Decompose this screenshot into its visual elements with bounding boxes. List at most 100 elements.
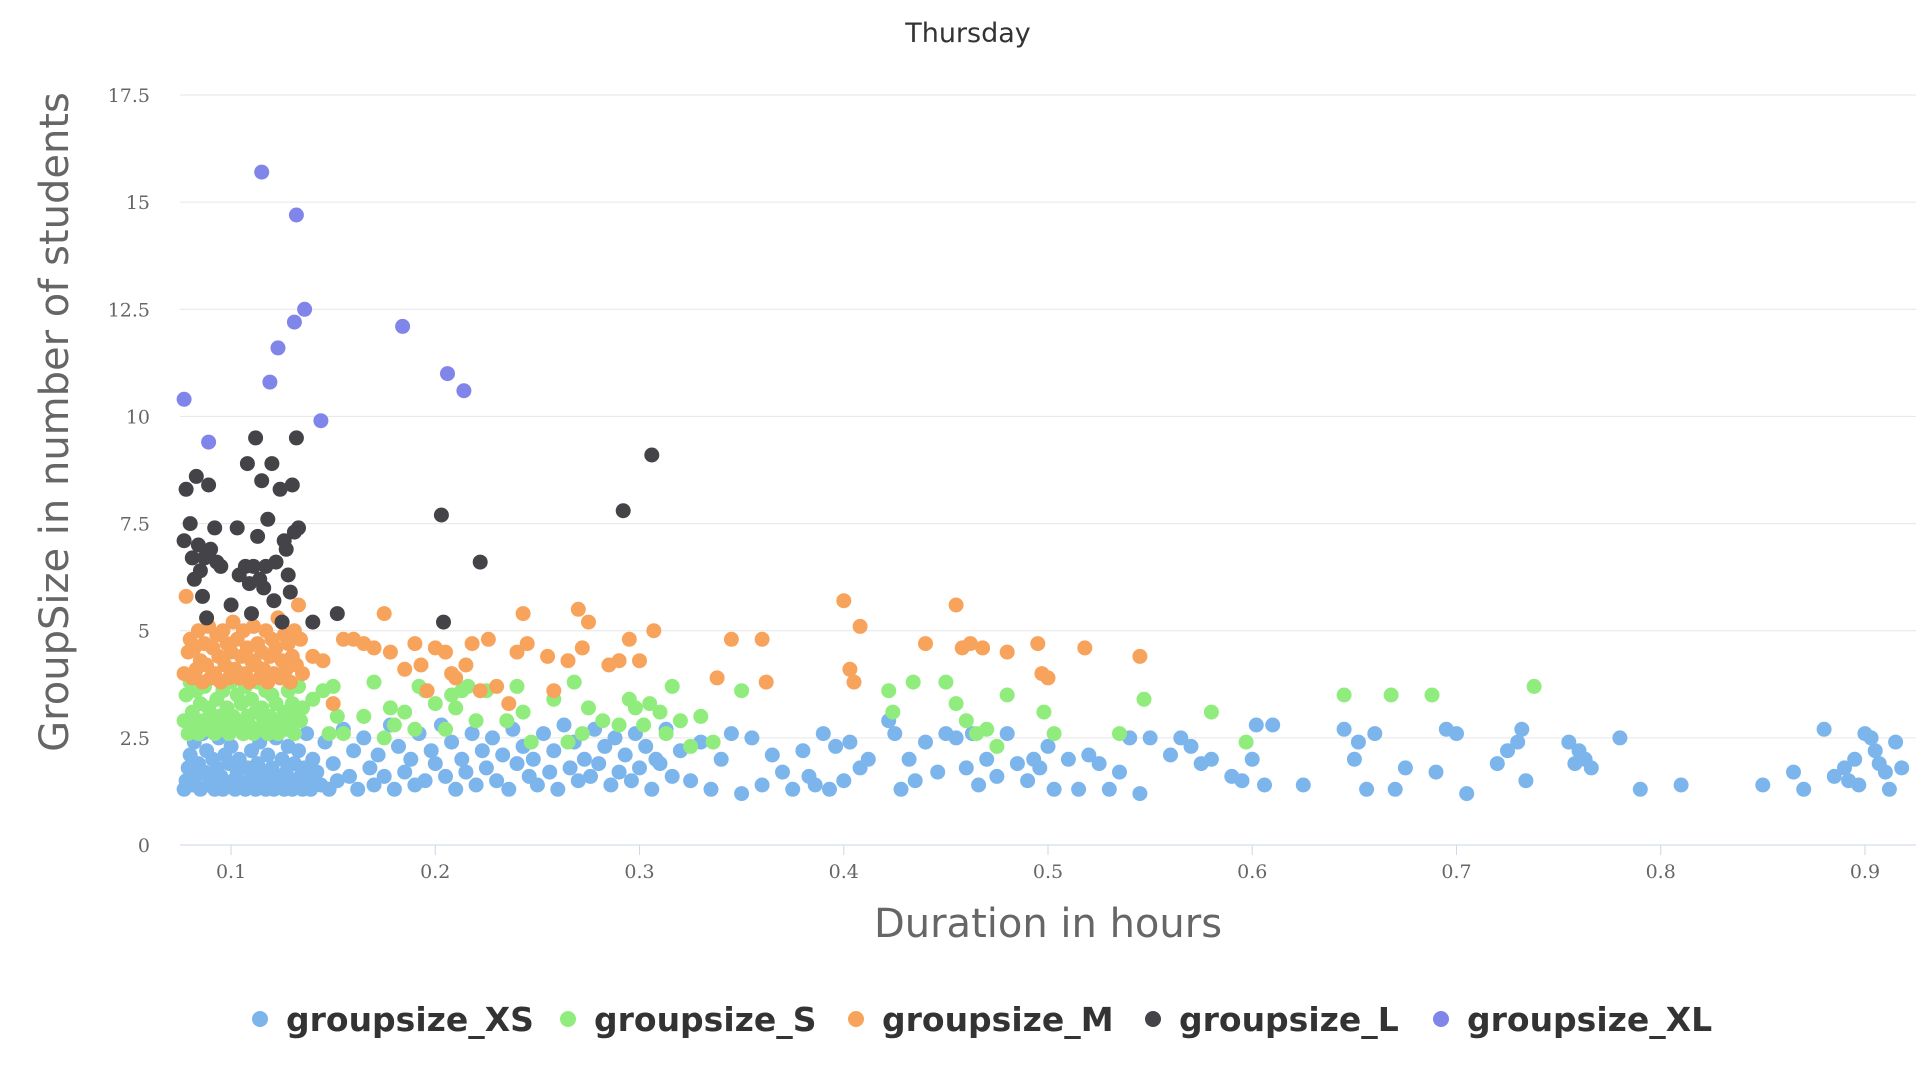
data-point[interactable] [709, 670, 725, 686]
data-point[interactable] [295, 666, 310, 682]
data-point[interactable] [1132, 648, 1148, 664]
data-point[interactable] [646, 623, 662, 639]
data-point[interactable] [529, 777, 545, 793]
data-point[interactable] [556, 717, 572, 733]
data-point[interactable] [1786, 764, 1801, 780]
data-point[interactable] [299, 726, 315, 742]
data-point[interactable] [1526, 678, 1542, 694]
data-point[interactable] [744, 730, 760, 746]
data-point[interactable] [881, 683, 897, 699]
data-point[interactable] [501, 781, 517, 797]
data-point[interactable] [611, 717, 627, 733]
data-point[interactable] [268, 640, 284, 656]
data-point[interactable] [1518, 773, 1534, 789]
data-point[interactable] [1500, 743, 1515, 759]
data-point[interactable] [652, 756, 668, 772]
data-point[interactable] [1040, 670, 1056, 686]
data-point[interactable] [734, 683, 750, 699]
data-point[interactable] [938, 674, 954, 690]
data-point[interactable] [627, 700, 643, 716]
data-point[interactable] [1359, 781, 1375, 797]
data-point[interactable] [176, 391, 192, 407]
data-point[interactable] [309, 764, 325, 780]
data-point[interactable] [286, 726, 302, 742]
data-point[interactable] [1248, 717, 1264, 733]
data-point[interactable] [546, 683, 562, 699]
data-point[interactable] [293, 631, 308, 647]
data-point[interactable] [362, 760, 378, 776]
data-point[interactable] [370, 747, 386, 763]
data-point[interactable] [325, 696, 341, 712]
data-point[interactable] [546, 743, 562, 759]
data-point[interactable] [458, 657, 474, 673]
data-point[interactable] [1173, 730, 1189, 746]
data-point[interactable] [885, 704, 901, 720]
data-point[interactable] [1091, 756, 1107, 772]
legend-item-groupsize_XS[interactable]: groupsize_XS [252, 1000, 534, 1039]
data-point[interactable] [754, 631, 770, 647]
data-point[interactable] [734, 786, 750, 802]
data-point[interactable] [1583, 760, 1599, 776]
data-point[interactable] [1851, 777, 1867, 793]
data-point[interactable] [288, 430, 304, 446]
data-point[interactable] [315, 653, 331, 669]
data-point[interactable] [1877, 764, 1893, 780]
data-point[interactable] [417, 773, 433, 789]
data-point[interactable] [887, 726, 903, 742]
data-point[interactable] [642, 696, 658, 712]
data-point[interactable] [1136, 691, 1152, 707]
data-point[interactable] [785, 781, 801, 797]
data-point[interactable] [346, 743, 362, 759]
data-point[interactable] [489, 678, 505, 694]
data-point[interactable] [1383, 687, 1399, 703]
data-point[interactable] [239, 456, 255, 472]
data-point[interactable] [907, 773, 923, 789]
data-point[interactable] [282, 584, 298, 600]
data-point[interactable] [540, 648, 556, 664]
data-point[interactable] [591, 756, 607, 772]
data-point[interactable] [403, 751, 419, 767]
data-point[interactable] [350, 781, 366, 797]
data-point[interactable] [603, 777, 619, 793]
data-point[interactable] [1132, 786, 1148, 802]
data-point[interactable] [1030, 636, 1046, 652]
data-point[interactable] [1234, 773, 1250, 789]
data-point[interactable] [366, 777, 382, 793]
data-point[interactable] [1863, 730, 1879, 746]
data-point[interactable] [1244, 751, 1260, 767]
data-point[interactable] [1424, 687, 1440, 703]
data-point[interactable] [391, 738, 406, 754]
data-point[interactable] [644, 781, 660, 797]
legend-item-groupsize_M[interactable]: groupsize_M [848, 1000, 1114, 1039]
data-point[interactable] [291, 520, 306, 536]
data-point[interactable] [1009, 756, 1025, 772]
data-point[interactable] [305, 751, 321, 767]
data-point[interactable] [270, 340, 286, 356]
data-point[interactable] [397, 764, 413, 780]
data-point[interactable] [683, 738, 699, 754]
data-point[interactable] [444, 734, 460, 750]
data-point[interactable] [178, 588, 194, 604]
data-point[interactable] [478, 760, 494, 776]
data-point[interactable] [1847, 751, 1863, 767]
data-point[interactable] [846, 674, 862, 690]
data-point[interactable] [335, 726, 351, 742]
data-point[interactable] [229, 520, 245, 536]
data-point[interactable] [313, 413, 329, 429]
data-point[interactable] [958, 713, 974, 729]
data-point[interactable] [901, 751, 917, 767]
data-point[interactable] [366, 640, 382, 656]
data-point[interactable] [413, 657, 429, 673]
data-point[interactable] [195, 588, 210, 604]
data-point[interactable] [1459, 786, 1475, 802]
data-point[interactable] [611, 764, 627, 780]
data-point[interactable] [1077, 640, 1093, 656]
data-point[interactable] [182, 516, 198, 532]
data-point[interactable] [178, 481, 194, 497]
data-point[interactable] [268, 554, 284, 570]
data-point[interactable] [329, 708, 345, 724]
data-point[interactable] [423, 743, 439, 759]
data-point[interactable] [1449, 726, 1464, 742]
data-point[interactable] [254, 473, 270, 489]
data-point[interactable] [295, 700, 310, 716]
